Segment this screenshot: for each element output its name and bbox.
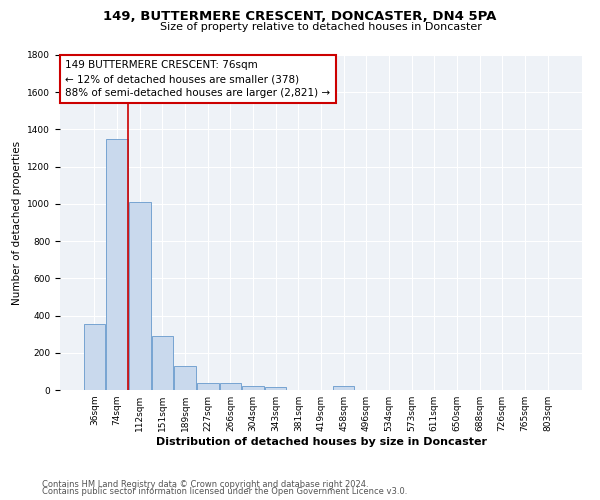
Bar <box>220 384 241 390</box>
Bar <box>129 202 151 390</box>
Text: 149, BUTTERMERE CRESCENT, DONCASTER, DN4 5PA: 149, BUTTERMERE CRESCENT, DONCASTER, DN4… <box>103 10 497 23</box>
Text: Contains HM Land Registry data © Crown copyright and database right 2024.: Contains HM Land Registry data © Crown c… <box>42 480 368 489</box>
Bar <box>152 336 173 390</box>
Y-axis label: Number of detached properties: Number of detached properties <box>12 140 22 304</box>
Bar <box>333 386 355 390</box>
Text: 149 BUTTERMERE CRESCENT: 76sqm
← 12% of detached houses are smaller (378)
88% of: 149 BUTTERMERE CRESCENT: 76sqm ← 12% of … <box>65 60 331 98</box>
Title: Size of property relative to detached houses in Doncaster: Size of property relative to detached ho… <box>160 22 482 32</box>
Bar <box>175 366 196 390</box>
X-axis label: Distribution of detached houses by size in Doncaster: Distribution of detached houses by size … <box>155 437 487 447</box>
Bar <box>106 138 128 390</box>
Text: Contains public sector information licensed under the Open Government Licence v3: Contains public sector information licen… <box>42 487 407 496</box>
Bar <box>84 324 105 390</box>
Bar <box>242 386 264 390</box>
Bar <box>197 382 218 390</box>
Bar <box>265 387 286 390</box>
